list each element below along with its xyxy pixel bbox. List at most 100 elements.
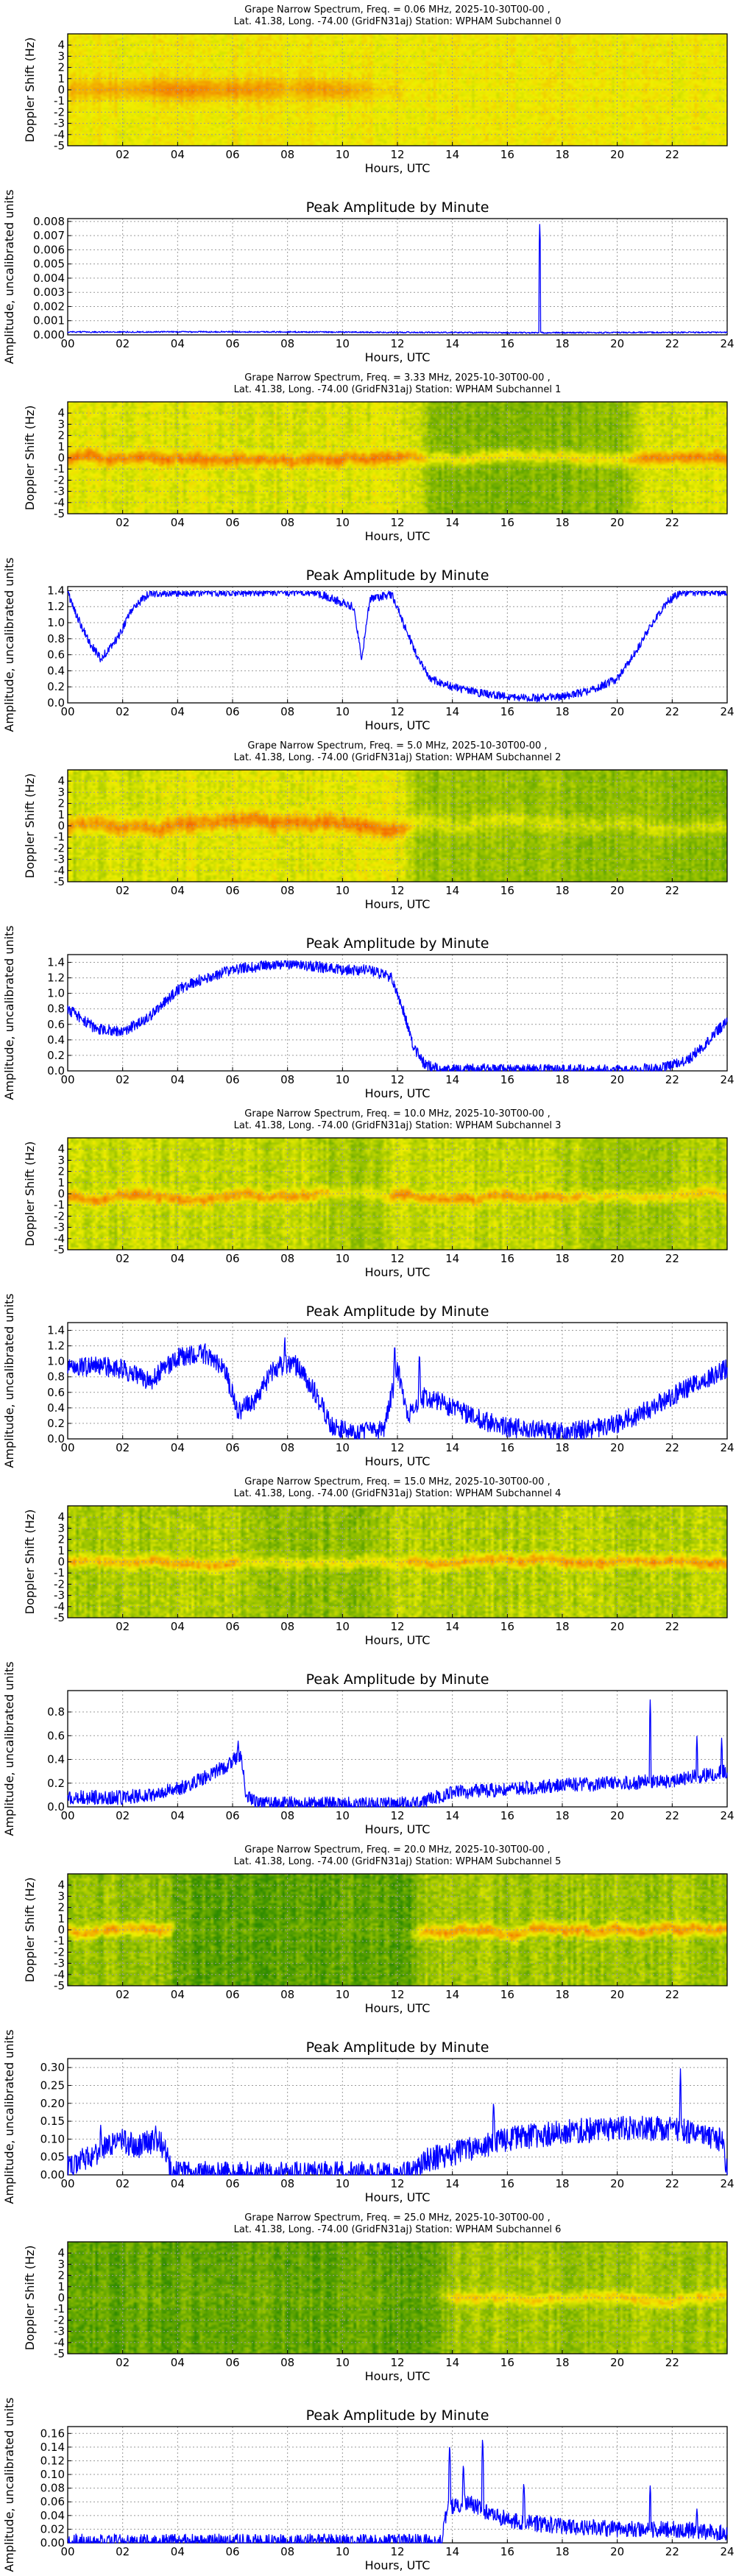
amplitude-panel: Peak Amplitude by Minute 00 02 04 06 08 10 12 14… [2,557,735,732]
x-tick-label: 22 [665,705,679,718]
y-tick-label: 4 [57,1510,65,1524]
x-tick-label: 20 [610,1073,624,1086]
x-tick-label: 20 [610,1252,624,1265]
x-tick-label: 18 [555,1252,569,1265]
y-tick-label: -1 [54,830,65,843]
x-tick-label: 02 [116,1988,130,2001]
x-tick-label: 12 [390,1809,404,1822]
x-tick-label: 14 [445,1809,459,1822]
x-tick-label: 16 [500,1073,514,1086]
x-tick-label: 06 [225,516,239,529]
y-tick-label: 0.08 [40,2482,65,2495]
x-tick-label: 04 [171,516,185,529]
y-tick-label: 0.2 [47,1049,65,1062]
x-tick-label: 06 [225,1441,239,1454]
spectrogram-panel: Grape Narrow Spectrum, Freq. = 25.0 MHz,… [23,2212,728,2383]
y-axis-label: Doppler Shift (Hz) [23,406,37,511]
x-axis-label: Hours, UTC [365,350,431,364]
x-tick-label: 04 [171,1809,185,1822]
x-tick-label: 16 [500,337,514,350]
y-tick-label: 0.06 [40,2495,65,2508]
x-tick-label: 16 [500,516,514,529]
x-tick-label: 20 [610,337,624,350]
x-tick-label: 00 [60,2545,74,2558]
y-axis-label: Doppler Shift (Hz) [23,774,37,879]
plot-background [68,587,727,703]
x-tick-label: 04 [171,1620,185,1633]
x-tick-label: 12 [390,148,404,161]
x-tick-label: 20 [610,1441,624,1454]
x-axis-label: Hours, UTC [365,2369,431,2383]
spectrogram-title-line2: Lat. 41.38, Long. -74.00 (GridFN31aj) St… [234,1856,562,1867]
y-tick-label: -4 [54,1232,65,1245]
plot-background [68,955,727,1071]
x-tick-label: 12 [390,2177,404,2190]
spectrogram-panel: Grape Narrow Spectrum, Freq. = 20.0 MHz,… [23,1844,728,2015]
x-tick-label: 04 [171,884,185,897]
y-tick-label: 2 [57,1901,65,1914]
y-tick-label: 1 [57,2280,65,2293]
y-tick-label: -2 [54,2313,65,2326]
x-tick-label: 14 [445,337,459,350]
y-tick-label: 0.2 [47,1777,65,1790]
x-tick-label: 12 [390,516,404,529]
y-tick-label: 0.16 [40,2427,65,2440]
x-tick-label: 00 [60,337,74,350]
y-tick-label: 3 [57,1889,65,1903]
x-tick-label: 24 [720,1441,734,1454]
amplitude-series-line [67,1699,728,1808]
y-tick-label: -5 [54,2347,65,2360]
y-tick-label: 0.000 [33,328,65,342]
amplitude-series-line [67,590,728,703]
y-tick-label: 0.8 [47,1002,65,1016]
x-tick-label: 08 [280,884,294,897]
y-tick-label: 0.30 [40,2061,65,2074]
x-tick-label: 14 [445,705,459,718]
x-tick-label: 22 [665,1073,679,1086]
y-tick-label: 3 [57,417,65,431]
plot-frame [67,1137,728,1250]
amplitude-title: Peak Amplitude by Minute [306,1303,489,1320]
y-tick-label: 0.8 [47,1705,65,1719]
y-tick-label: 0.02 [40,2522,65,2536]
x-tick-label: 06 [225,2177,239,2190]
y-axis-label: Amplitude, uncalibrated units [2,1293,16,1468]
amplitude-panel: Peak Amplitude by Minute 00 02 04 06 08 10 12 14… [2,1661,735,1836]
y-tick-label: 0.2 [47,680,65,693]
y-tick-label: -5 [54,507,65,520]
plot-frame [67,1505,728,1618]
y-tick-label: 0.004 [33,272,65,285]
y-tick-label: 0.4 [47,1401,65,1415]
y-tick-label: 0.0 [47,1064,65,1078]
y-tick-label: 1.4 [47,584,65,597]
y-tick-label: -4 [54,128,65,141]
x-tick-label: 00 [60,705,74,718]
x-tick-label: 18 [555,2545,569,2558]
spectrogram-title-line1: Grape Narrow Spectrum, Freq. = 20.0 MHz,… [244,1844,550,1855]
spectrogram-panel: Grape Narrow Spectrum, Freq. = 5.0 MHz, … [23,740,728,911]
y-tick-label: -1 [54,94,65,107]
x-tick-label: 20 [610,2356,624,2369]
y-tick-label: 3 [57,2257,65,2271]
x-axis-label: Hours, UTC [365,2190,431,2204]
x-tick-label: 18 [555,1620,569,1633]
x-tick-label: 20 [610,2177,624,2190]
x-tick-label: 02 [116,337,130,350]
x-tick-label: 10 [336,1252,350,1265]
x-tick-label: 18 [555,1441,569,1454]
x-tick-label: 12 [390,1988,404,2001]
x-tick-label: 16 [500,1441,514,1454]
y-axis-label: Doppler Shift (Hz) [23,1510,37,1615]
x-tick-label: 02 [116,1441,130,1454]
y-tick-label: 0.10 [40,2132,65,2145]
y-axis-label: Amplitude, uncalibrated units [2,2029,16,2204]
x-tick-label: 06 [225,1809,239,1822]
x-tick-label: 02 [116,884,130,897]
x-tick-label: 18 [555,337,569,350]
x-tick-label: 04 [171,1073,185,1086]
x-tick-label: 02 [116,2545,130,2558]
y-tick-label: 0 [57,83,65,96]
x-tick-label: 22 [665,2177,679,2190]
plot-frame [67,218,728,336]
x-tick-label: 10 [336,1073,350,1086]
